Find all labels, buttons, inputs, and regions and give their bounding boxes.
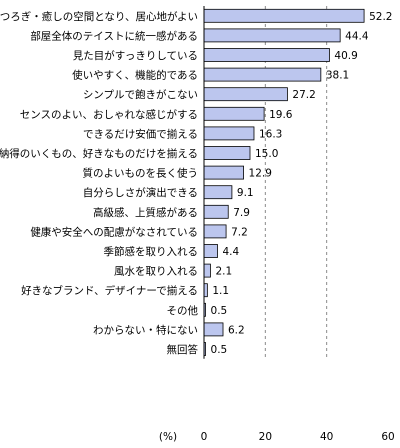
category-label: 季節感を取り入れる <box>104 245 199 258</box>
value-labels: 52.244.4 40.9 38.1 27.2 19.6 16.3 15.0 12.9 9.1 7… <box>211 11 393 356</box>
value-label: 7.9 <box>233 207 250 219</box>
bar <box>203 263 211 278</box>
value-label: 6.2 <box>228 324 245 336</box>
bar <box>203 146 251 160</box>
value-label: 4.4 <box>222 246 239 258</box>
bar <box>203 87 288 102</box>
value-label: 27.2 <box>292 89 315 101</box>
bar <box>203 244 218 258</box>
value-label: 16.3 <box>259 128 282 140</box>
bar <box>203 48 330 62</box>
category-label: できるだけ安価で揃える <box>83 127 198 140</box>
category-label: 使いやすく、機能的である <box>72 69 198 82</box>
value-label: 40.9 <box>334 50 357 62</box>
x-axis-unit-label: (%) <box>159 431 177 443</box>
bar <box>203 322 224 337</box>
category-label: 自分らしさが演出できる <box>83 186 198 199</box>
x-tick-label: 40 <box>320 431 333 443</box>
bar <box>203 126 255 141</box>
category-label: わからない・特にない <box>93 324 198 336</box>
bar <box>203 67 322 82</box>
category-label: くつろぎ・癒しの空間となり、居心地がよい <box>0 10 198 23</box>
category-label: 風水を取り入れる <box>114 266 198 278</box>
category-label: 質のよいものを長く使う <box>83 167 199 180</box>
value-label: 9.1 <box>237 187 254 199</box>
value-label: 1.1 <box>212 285 229 297</box>
value-label: 15.0 <box>255 148 278 160</box>
value-label: 2.1 <box>215 266 232 278</box>
category-label: 高級感、上質感がある <box>93 206 198 219</box>
value-label: 7.2 <box>231 226 248 238</box>
value-label: 38.1 <box>326 70 349 82</box>
category-label: 好きなブランド、デザイナーで揃える <box>21 284 198 297</box>
value-label: 12.9 <box>249 168 272 180</box>
bar <box>203 106 265 121</box>
value-label: 0.5 <box>211 344 228 356</box>
bar <box>203 224 227 239</box>
bar <box>203 165 244 180</box>
value-label: 0.5 <box>211 305 228 317</box>
category-label: センスのよい、おしゃれな感じがする <box>20 108 198 121</box>
value-label: 52.2 <box>369 11 392 23</box>
bar <box>203 283 208 298</box>
value-label: 19.6 <box>269 109 293 121</box>
category-label: 納得のいくもの、好きなものだけを揃える <box>0 147 198 160</box>
x-axis-ticks: 0 20 40 60 <box>201 431 395 443</box>
bar <box>203 28 341 43</box>
bar <box>203 185 233 200</box>
bar <box>203 8 365 23</box>
bar <box>203 204 229 219</box>
value-label: 44.4 <box>345 30 369 42</box>
x-tick-label: 60 <box>381 431 394 443</box>
x-tick-label: 20 <box>259 431 272 443</box>
x-tick-label: 0 <box>201 431 208 443</box>
category-label: その他 <box>167 304 199 317</box>
category-label: シンプルで飽きがこない <box>83 88 198 101</box>
bars <box>203 8 365 356</box>
category-labels: くつろぎ・癒しの空間となり、居心地がよい部屋全体のテイストに統一感がある見た目が… <box>0 10 198 356</box>
gridlines <box>264 6 328 359</box>
category-label: 部屋全体のテイストに統一感がある <box>30 29 198 42</box>
category-label: 健康や安全への配慮がなされている <box>30 225 198 238</box>
category-label: 見た目がすっきりしている <box>73 49 198 62</box>
category-label: 無回答 <box>167 343 199 356</box>
